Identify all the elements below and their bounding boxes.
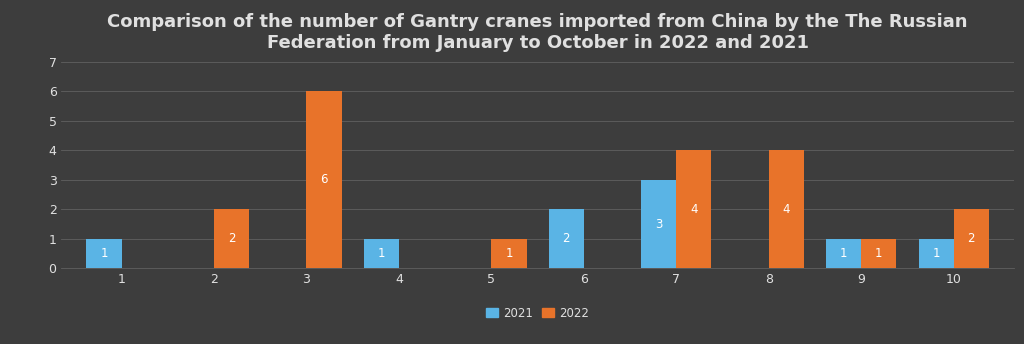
Bar (306, 92, 342, 268)
Text: 1: 1 (505, 247, 513, 260)
Text: 1: 1 (100, 247, 108, 260)
Text: 1: 1 (378, 247, 385, 260)
Bar (214, 209, 249, 268)
Text: 4: 4 (782, 203, 791, 216)
Bar (826, 239, 861, 268)
Text: 1: 1 (840, 247, 848, 260)
Bar (769, 150, 804, 268)
Text: 3: 3 (655, 218, 663, 230)
Title: Comparison of the number of Gantry cranes imported from China by the The Russian: Comparison of the number of Gantry crane… (108, 13, 968, 52)
Text: 2: 2 (562, 232, 570, 245)
Bar (953, 209, 989, 268)
Bar (919, 239, 953, 268)
Bar (641, 180, 676, 268)
Bar (364, 239, 399, 268)
Text: 2: 2 (968, 232, 975, 245)
Text: 6: 6 (321, 173, 328, 186)
Bar (549, 209, 584, 268)
Legend: 2021, 2022: 2021, 2022 (481, 302, 594, 324)
Bar (492, 239, 526, 268)
Bar (86, 239, 122, 268)
Text: 1: 1 (932, 247, 940, 260)
Bar (676, 150, 712, 268)
Text: 4: 4 (690, 203, 697, 216)
Text: 2: 2 (227, 232, 236, 245)
Text: 1: 1 (876, 247, 883, 260)
Bar (861, 239, 896, 268)
